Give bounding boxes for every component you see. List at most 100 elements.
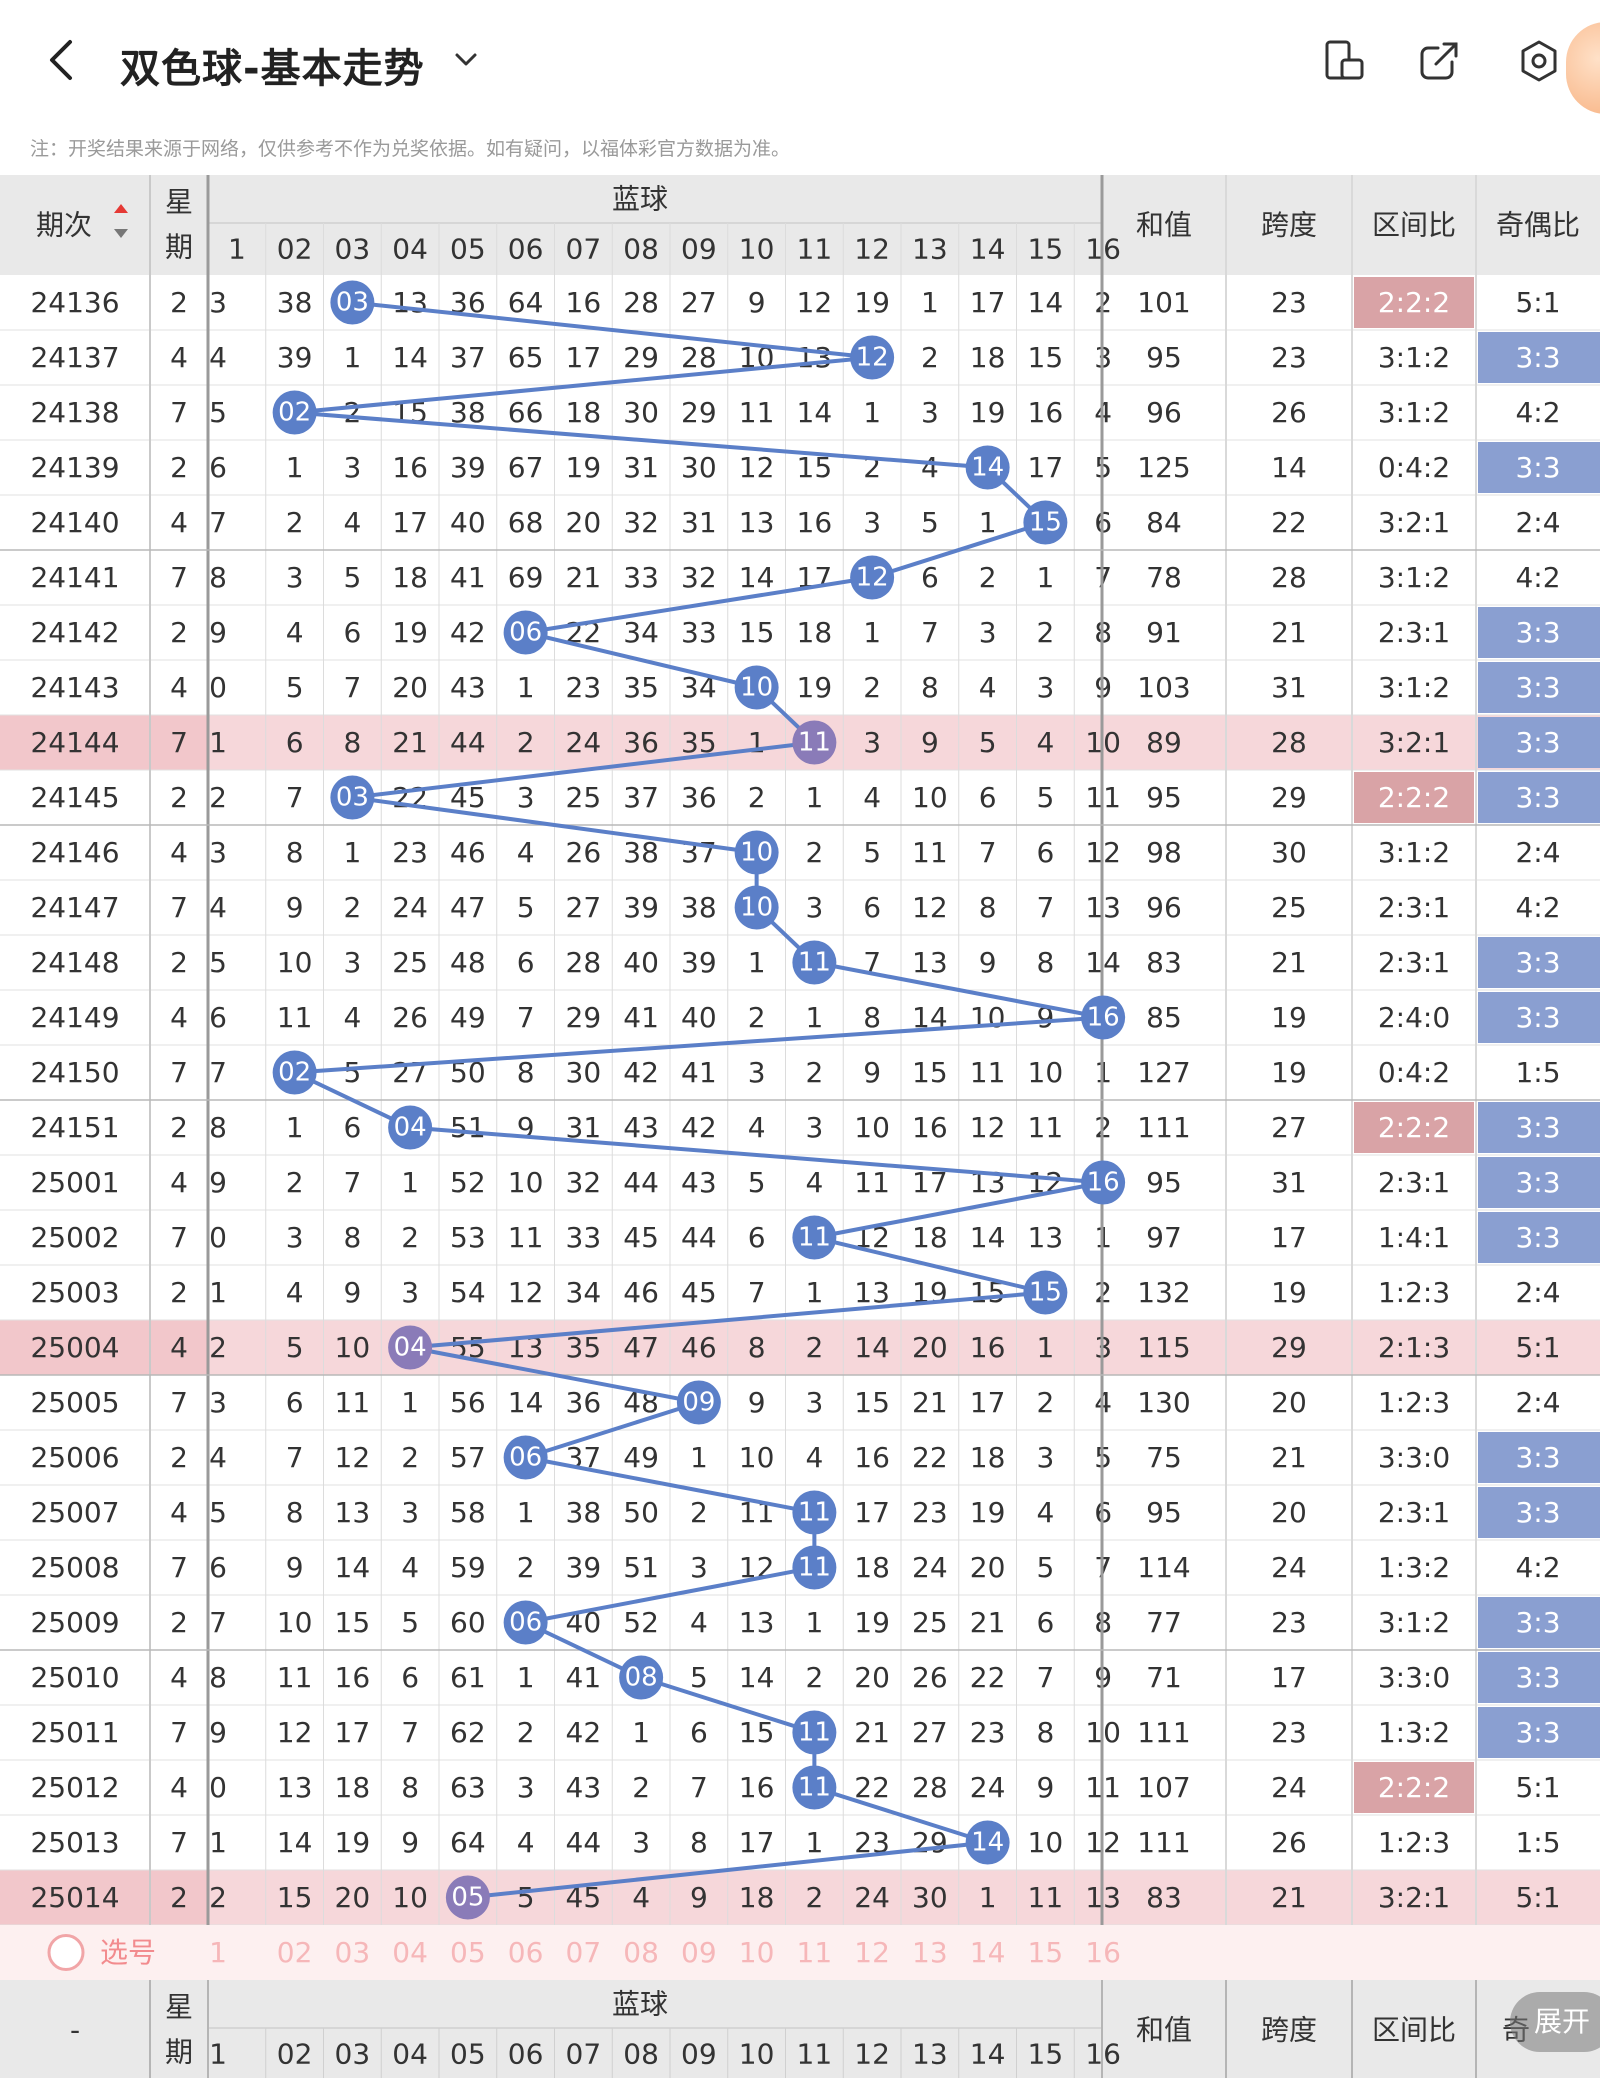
blue-ball-number: 14: [971, 453, 1004, 483]
table-row[interactable]: 2501048111666114151422026227971173:3:03:…: [30, 1652, 1600, 1703]
table-row[interactable]: 24150775275083042413291511101127190:4:21…: [30, 1056, 1560, 1089]
blue-miss-value: 26: [912, 1661, 948, 1694]
blue-miss-value: 14: [277, 1826, 313, 1859]
sort-down-icon[interactable]: [114, 229, 128, 238]
page-title[interactable]: 双色球-基本走势: [120, 46, 425, 92]
weekday: 7: [170, 1386, 188, 1419]
row-highlight: [0, 1320, 1600, 1375]
table-row[interactable]: 241392613163967193130121524175125140:4:2…: [30, 442, 1600, 493]
blue-miss-value: 19: [566, 451, 602, 484]
blue-miss-value: 2: [1036, 1386, 1054, 1419]
select-number-radio[interactable]: [47, 1934, 85, 1971]
blue-miss-value: 61: [450, 1661, 486, 1694]
chevron-down-icon[interactable]: [452, 46, 480, 74]
table-row[interactable]: 241464381234642638372511761298303:1:22:4: [30, 836, 1560, 869]
table-row[interactable]: 250044251055133547468214201613115292:1:3…: [0, 1320, 1600, 1375]
sum-value: 75: [1146, 1441, 1182, 1474]
weekday: 2: [170, 1111, 188, 1144]
table-row[interactable]: 25003214935412344645711319152132191:2:32…: [30, 1276, 1560, 1309]
blue-miss-value: 38: [566, 1496, 602, 1529]
blue-miss-value: 11: [508, 1221, 544, 1254]
sum-value: 89: [1146, 726, 1182, 759]
table-row[interactable]: 25001 4 9 2 7 1 52 10 32 44 43 5 4 11 17 13 12 95 31 2:3:1 3…: [30, 1157, 1600, 1208]
sum-value: 111: [1137, 1826, 1190, 1859]
table-row[interactable]: 2414178351841692133321417621778283:1:24:…: [30, 561, 1560, 594]
blue-miss-value: 3: [863, 726, 881, 759]
table-row[interactable]: 25008769144592395131218242057114241:3:24…: [30, 1551, 1560, 1584]
blue-miss-value: 25: [392, 946, 428, 979]
zone-ratio-value: 0:4:2: [1378, 1056, 1450, 1089]
sum-value: 111: [1137, 1111, 1190, 1144]
expand-button[interactable]: 展开: [1510, 1992, 1600, 2052]
weekday: 4: [170, 1001, 188, 1034]
blue-miss-value: 40: [623, 946, 659, 979]
avatar[interactable]: [1566, 22, 1600, 114]
table-row[interactable]: 25012 40 13 18 8 63 3 43 2 7 16 22 28 24 9 11 107 24 2:2:2…: [30, 1762, 1561, 1813]
table-row[interactable]: 25009271015560405241311925216877233:1:23…: [30, 1597, 1600, 1648]
device-layout-icon[interactable]: [1322, 38, 1368, 84]
table-row[interactable]: 24136233813366416282791219117142101232:2…: [30, 277, 1561, 328]
odd-even-highlight: [1478, 717, 1600, 768]
blue-miss-value: 9: [1036, 1771, 1054, 1804]
table-row[interactable]: 241387521538661830291114131916496263:1:2…: [30, 396, 1560, 429]
blue-cell-partial: 0: [209, 1771, 227, 1804]
table-row[interactable]: 2500624712257374911041622183575213:3:03:…: [30, 1432, 1600, 1483]
share-icon[interactable]: [1416, 38, 1462, 84]
span-value: 28: [1271, 726, 1307, 759]
blue-cell-partial: 3: [209, 1386, 227, 1419]
span-header: 跨度: [1261, 209, 1317, 242]
blue-ball: 11: [792, 1710, 837, 1755]
odd-even-value: 5:1: [1515, 1331, 1560, 1364]
sum-value: 96: [1146, 396, 1182, 429]
blue-miss-value: 37: [450, 341, 486, 374]
span-value: 21: [1271, 1441, 1307, 1474]
span-value: 23: [1271, 286, 1307, 319]
blue-ball: 16: [1081, 1160, 1126, 1205]
blue-miss-value: 9: [863, 1056, 881, 1089]
blue-miss-value: 1: [748, 946, 766, 979]
blue-miss-value: 30: [566, 1056, 602, 1089]
blue-ball-number: 11: [798, 1498, 831, 1528]
table-row[interactable]: 24149 4 6 11 4 26 49 7 29 41 40 2 1 8 14 10 9 85 19 2:4:0 3:…: [30, 992, 1600, 1043]
blue-miss-value: 21: [912, 1386, 948, 1419]
table-row[interactable]: 241434057204312335341928439103313:1:23:3: [30, 662, 1600, 713]
table-row[interactable]: 25005736111561436489315211724130201:2:32…: [30, 1386, 1560, 1419]
pick-number: 11: [797, 1936, 833, 1969]
table-row[interactable]: 24151281651931434243101612112111272:2:23…: [30, 1102, 1600, 1153]
blue-miss-value: 15: [854, 1386, 890, 1419]
issue-number: 25012: [30, 1771, 119, 1804]
table-row[interactable]: 250137114199644443817123291012111261:2:3…: [30, 1826, 1560, 1859]
blue-miss-value: 6: [401, 1661, 419, 1694]
odd-even-value: 2:4: [1515, 1276, 1560, 1309]
blue-miss-value: 18: [912, 1221, 948, 1254]
settings-icon[interactable]: [1516, 38, 1562, 84]
blue-miss-value: 22: [912, 1441, 948, 1474]
table-row[interactable]: 2414047241740682032311316351684223:2:12:…: [30, 506, 1560, 539]
blue-miss-value: 1: [748, 726, 766, 759]
table-row[interactable]: 2414825103254862840391713981483212:3:13:…: [30, 937, 1600, 988]
table-row[interactable]: 2500745813358138502111723194695202:3:13:…: [30, 1487, 1600, 1538]
table-row[interactable]: 25014221520105454918224301111383213:2:15…: [0, 1870, 1600, 1925]
blue-ball-circle: [850, 335, 895, 380]
blue-miss-value: 3: [921, 396, 939, 429]
blue-miss-value: 52: [450, 1166, 486, 1199]
blue-miss-value: 10: [1028, 1826, 1064, 1859]
table-row[interactable]: 2413744391143765172928101321815395233:1:…: [30, 332, 1600, 383]
blue-col-header-4: 04: [392, 233, 428, 266]
blue-miss-value: 2: [517, 1716, 535, 1749]
blue-miss-value: 10: [335, 1331, 371, 1364]
table-row[interactable]: 241477492244752739383612871396252:3:14:2: [30, 891, 1560, 924]
sort-up-icon[interactable]: [114, 204, 128, 213]
blue-ball-number: 11: [798, 1553, 831, 1583]
blue-miss-value: 11: [277, 1001, 313, 1034]
blue-ball-circle: [734, 665, 779, 710]
weekday: 7: [170, 891, 188, 924]
back-arrow-icon[interactable]: [42, 38, 82, 82]
zone-ratio-value: 3:2:1: [1378, 506, 1450, 539]
blue-miss-value: 3: [632, 1826, 650, 1859]
weekday: 7: [170, 1826, 188, 1859]
odd-even-value: 3:3: [1515, 1111, 1560, 1144]
blue-miss-value: 9: [286, 891, 304, 924]
blue-ball-circle: [1081, 1160, 1126, 1205]
table-row[interactable]: 241452272245325373621410651195292:2:23:3: [30, 772, 1600, 823]
